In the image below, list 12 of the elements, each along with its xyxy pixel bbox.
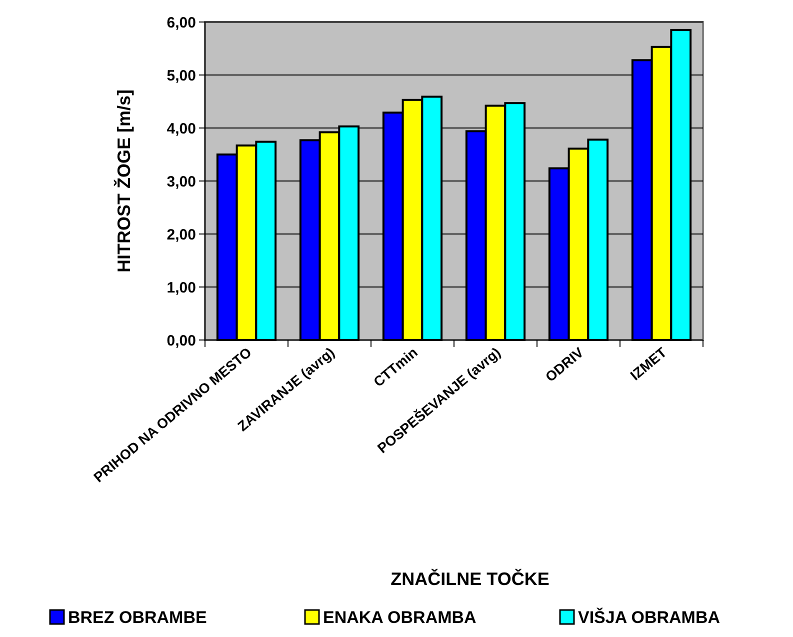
legend-label: BREZ OBRAMBE — [68, 608, 207, 627]
y-tick-label: 4,00 — [166, 120, 196, 138]
x-axis-title: ZNAČILNE TOČKE — [390, 568, 550, 589]
y-tick-label: 5,00 — [166, 67, 196, 84]
y-tick-label: 6,00 — [166, 14, 196, 32]
legend-label: VIŠJA OBRAMBA — [578, 607, 720, 627]
legend-label: ENAKA OBRAMBA — [323, 608, 476, 627]
y-tick-label: 0,00 — [166, 332, 196, 350]
y-axis-title: HITROST ŽOGE [m/s] — [113, 89, 134, 273]
y-tick-label: 2,00 — [166, 226, 196, 244]
y-tick-label: 1,00 — [166, 279, 196, 296]
y-tick-label: 3,00 — [166, 173, 196, 190]
